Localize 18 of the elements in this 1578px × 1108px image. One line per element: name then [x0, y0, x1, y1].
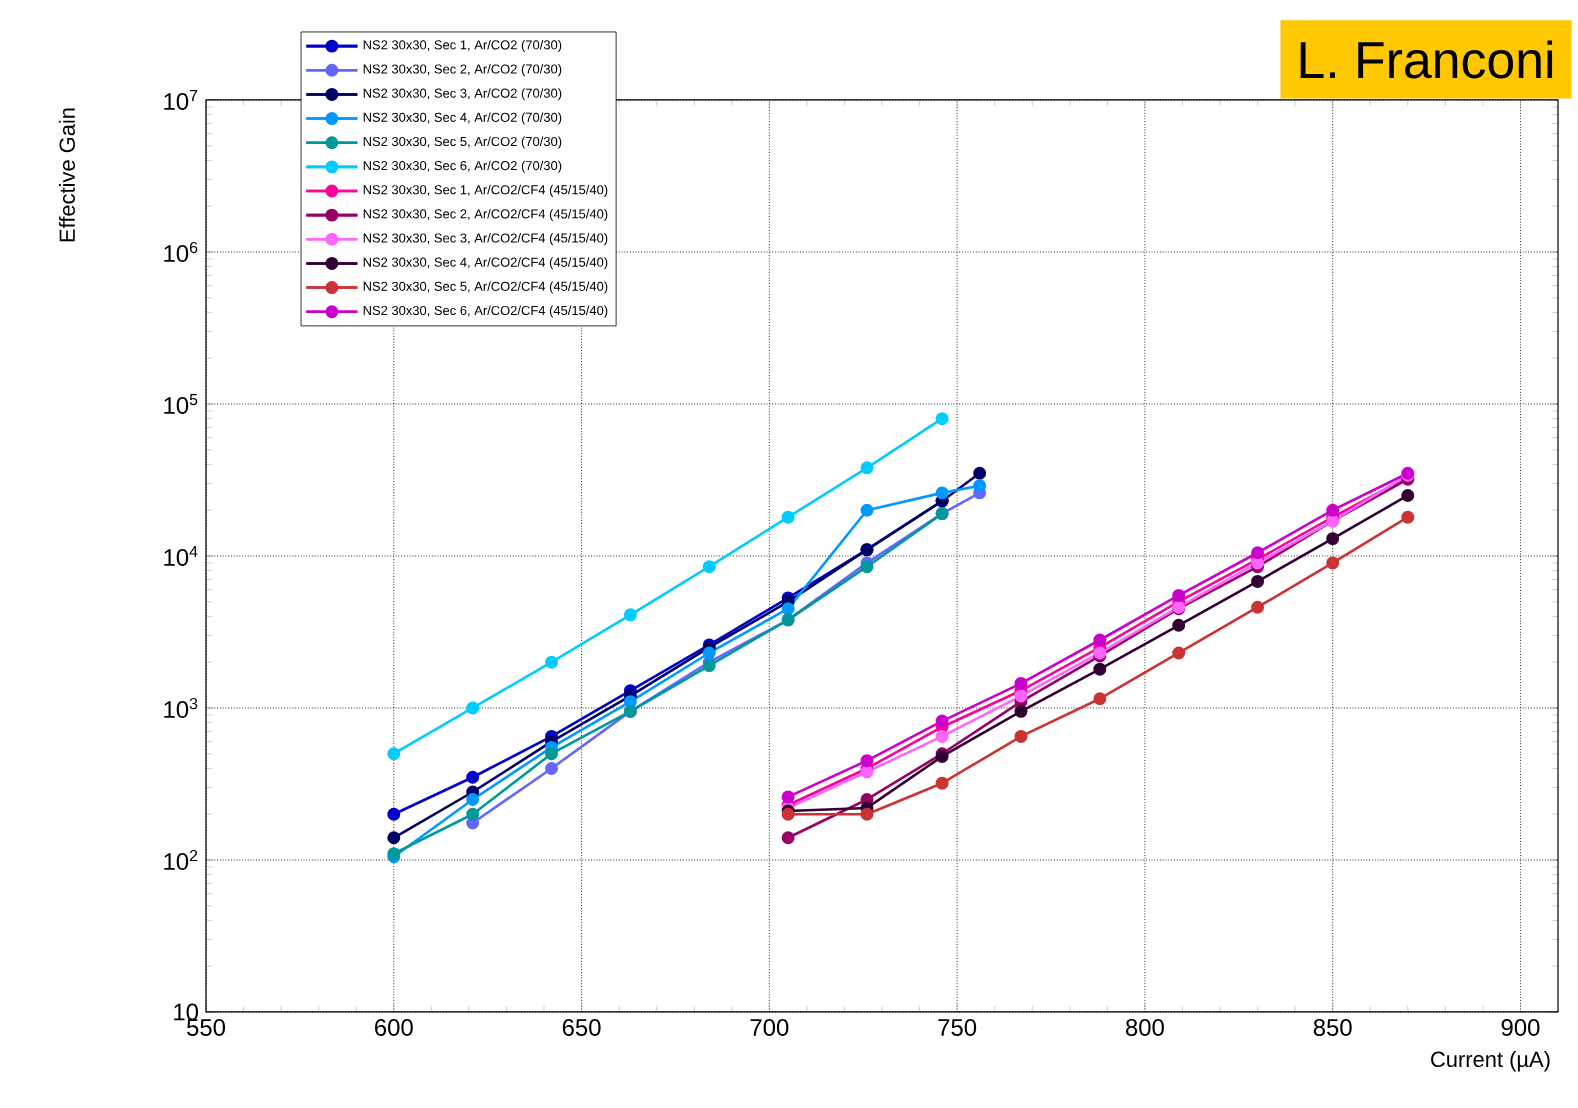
x-axis-title: Current (µA): [1431, 1051, 1550, 1072]
x-tick-label: 650: [562, 1019, 601, 1036]
y-tick-label: 10$^{5}$: [164, 394, 198, 414]
y-tick-label: 10$^{6}$: [164, 241, 198, 262]
y-tick-label: 10$^{4}$: [164, 546, 198, 566]
x-tick-label: 600: [375, 1019, 413, 1036]
text: L. Franconi: [1300, 40, 1553, 79]
y-axis-title: Effective Gain: [58, 108, 75, 242]
x-tick-label: 800: [1125, 1019, 1164, 1036]
y-tick-label: 10$^{3}$: [164, 697, 198, 718]
x-tick-label: 900: [1501, 1019, 1540, 1036]
y-tick-label: 10: [174, 1003, 199, 1021]
y-tick-label: 10$^{7}$: [164, 90, 198, 110]
x-tick-label: 550: [187, 1019, 226, 1036]
x-tick-label: 850: [1313, 1019, 1352, 1036]
y-tick-label: 10$^{2}$: [164, 849, 198, 870]
x-tick-label: 700: [750, 1019, 789, 1036]
x-tick-label: 750: [938, 1019, 977, 1036]
